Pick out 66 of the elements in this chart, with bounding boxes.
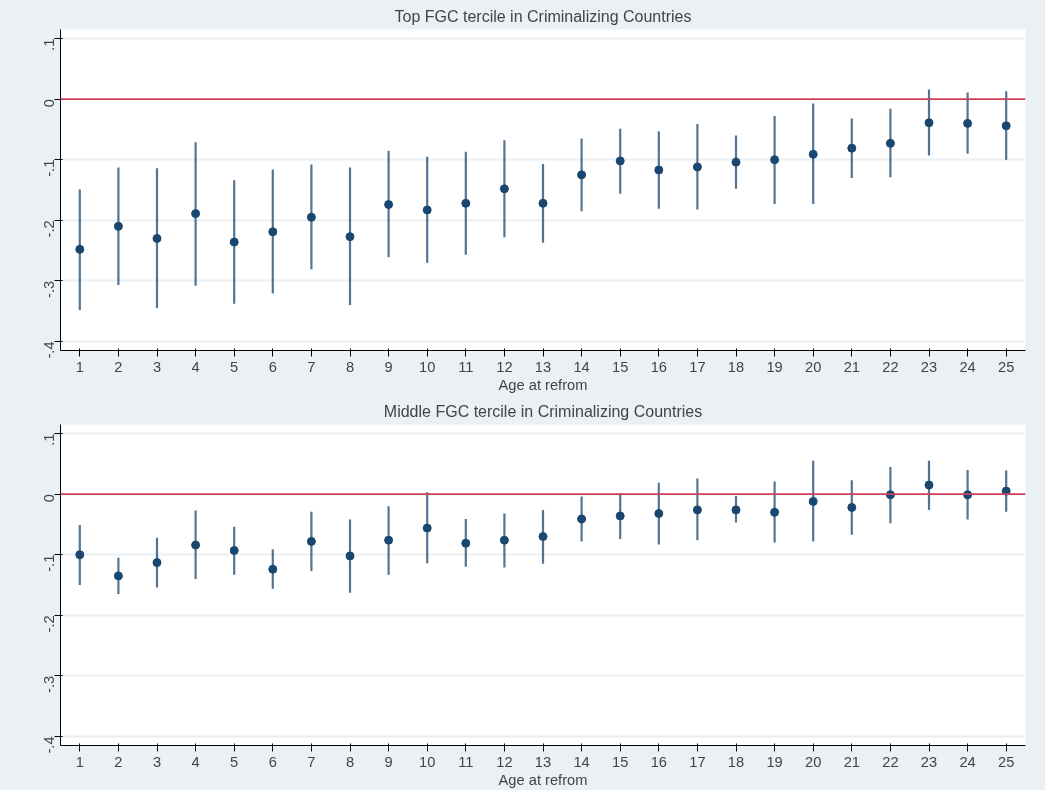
x-tick-label: 8 bbox=[345, 753, 355, 770]
x-tick-label: 22 bbox=[882, 358, 899, 375]
x-tick-label: 15 bbox=[612, 358, 629, 375]
x-axis-title: Age at refrom bbox=[498, 771, 588, 788]
x-tick-label: 6 bbox=[268, 753, 277, 770]
x-tick-label: 14 bbox=[573, 358, 590, 375]
x-tick-label: 24 bbox=[959, 358, 976, 375]
x-tick-label: 15 bbox=[612, 753, 629, 770]
x-tick-label: 11 bbox=[458, 358, 474, 375]
x-tick-label: 3 bbox=[152, 753, 162, 770]
y-tick-label: -.2 bbox=[41, 615, 58, 633]
x-tick-label: 2 bbox=[114, 753, 123, 770]
y-tick-label: -.2 bbox=[41, 220, 58, 238]
x-tick-label: 19 bbox=[766, 358, 783, 375]
x-tick-label: 3 bbox=[152, 358, 162, 375]
x-tick-label: 25 bbox=[998, 358, 1015, 375]
x-tick-label: 16 bbox=[650, 358, 667, 375]
x-tick-label: 24 bbox=[959, 753, 976, 770]
x-tick-label: 5 bbox=[230, 753, 239, 770]
x-tick-label: 23 bbox=[920, 358, 938, 375]
x-tick-label: 11 bbox=[458, 753, 474, 770]
x-tick-label: 18 bbox=[727, 753, 745, 770]
x-tick-label: 12 bbox=[496, 753, 513, 770]
x-tick-label: 12 bbox=[496, 358, 513, 375]
y-tick-label: -.4 bbox=[41, 341, 58, 359]
y-tick-label: .1 bbox=[41, 38, 58, 51]
x-tick-label: 18 bbox=[727, 358, 745, 375]
y-tick-label: 0 bbox=[41, 99, 58, 108]
x-tick-label: 13 bbox=[534, 753, 552, 770]
x-tick-label: 21 bbox=[843, 358, 860, 375]
x-tick-label: 1 bbox=[75, 358, 84, 375]
x-tick-label: 6 bbox=[268, 358, 277, 375]
y-tick-label: -.3 bbox=[41, 675, 58, 693]
x-tick-label: 13 bbox=[534, 358, 552, 375]
x-tick-label: 17 bbox=[689, 753, 706, 770]
x-tick-label: 9 bbox=[384, 753, 393, 770]
x-tick-label: 20 bbox=[805, 753, 822, 770]
y-tick-label: -.4 bbox=[41, 736, 58, 754]
x-tick-label: 7 bbox=[307, 358, 316, 375]
y-tick-label: .1 bbox=[41, 433, 58, 446]
x-tick-label: 7 bbox=[307, 753, 316, 770]
x-tick-label: 10 bbox=[419, 753, 436, 770]
chart-title: Middle FGC tercile in Criminalizing Countries bbox=[383, 402, 703, 420]
y-tick-label: -.1 bbox=[41, 554, 58, 572]
x-tick-label: 19 bbox=[766, 753, 783, 770]
chart-title: Top FGC tercile in Criminalizing Countries bbox=[394, 7, 692, 25]
x-tick-label: 25 bbox=[998, 753, 1015, 770]
x-tick-label: 22 bbox=[882, 753, 899, 770]
x-tick-label: 14 bbox=[573, 753, 590, 770]
x-tick-label: 10 bbox=[419, 358, 436, 375]
x-axis-title: Age at refrom bbox=[498, 376, 588, 393]
x-tick-label: 5 bbox=[230, 358, 239, 375]
y-tick-label: -.3 bbox=[41, 280, 58, 298]
x-tick-label: 8 bbox=[345, 358, 355, 375]
x-tick-label: 4 bbox=[191, 753, 200, 770]
y-tick-label: -.1 bbox=[41, 159, 58, 177]
x-tick-label: 17 bbox=[689, 358, 706, 375]
x-tick-label: 1 bbox=[75, 753, 84, 770]
x-tick-label: 9 bbox=[384, 358, 393, 375]
x-tick-label: 4 bbox=[191, 358, 200, 375]
x-tick-label: 2 bbox=[114, 358, 123, 375]
x-tick-label: 21 bbox=[843, 753, 860, 770]
x-tick-label: 23 bbox=[920, 753, 938, 770]
x-tick-label: 20 bbox=[805, 358, 822, 375]
x-tick-label: 16 bbox=[650, 753, 667, 770]
y-tick-label: 0 bbox=[41, 494, 58, 503]
